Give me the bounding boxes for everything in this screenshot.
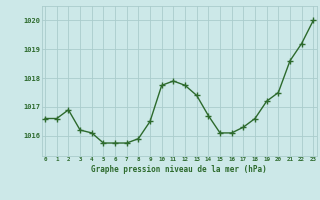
X-axis label: Graphe pression niveau de la mer (hPa): Graphe pression niveau de la mer (hPa) bbox=[91, 165, 267, 174]
